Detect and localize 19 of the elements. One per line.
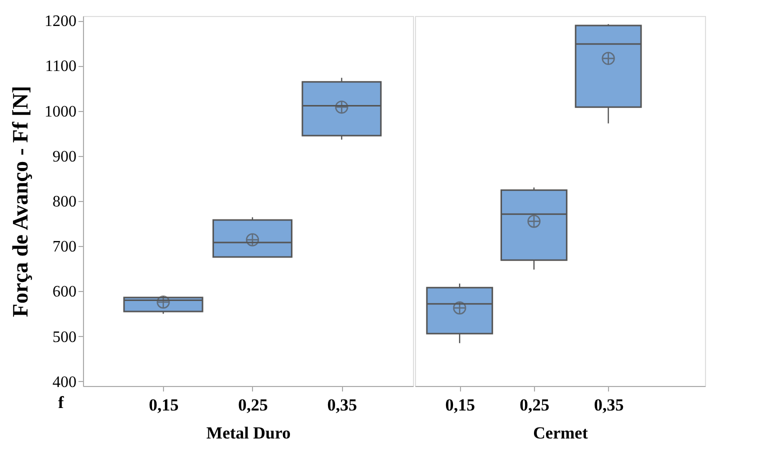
y-tick-label: 400 xyxy=(52,374,76,391)
text: f xyxy=(58,393,64,412)
y-tick-label: 700 xyxy=(52,238,76,256)
x-tick-label: 0,15 xyxy=(445,396,475,414)
y-tick-label: 1000 xyxy=(44,103,76,120)
x-tick-label: 0,15 xyxy=(148,396,179,414)
y-tick-label: 800 xyxy=(52,194,76,210)
y-tick-label: 600 xyxy=(52,284,76,301)
x-axis-title: Metal Duro xyxy=(206,424,291,442)
y-tick-label: 1100 xyxy=(45,58,76,76)
y-axis-title: Força de Avanço - Ff [N] xyxy=(8,86,32,318)
y-tick-label: 900 xyxy=(52,148,76,166)
x-tick-label: 0,35 xyxy=(327,396,358,414)
y-tick-label: 1200 xyxy=(44,13,76,30)
x-tick-label: 0,25 xyxy=(238,396,268,414)
x-tick-label: 0,25 xyxy=(520,396,550,414)
y-tick-label: 500 xyxy=(52,328,76,346)
x-tick-label: 0,35 xyxy=(594,396,624,414)
x-axis-title: Cermet xyxy=(533,424,588,442)
